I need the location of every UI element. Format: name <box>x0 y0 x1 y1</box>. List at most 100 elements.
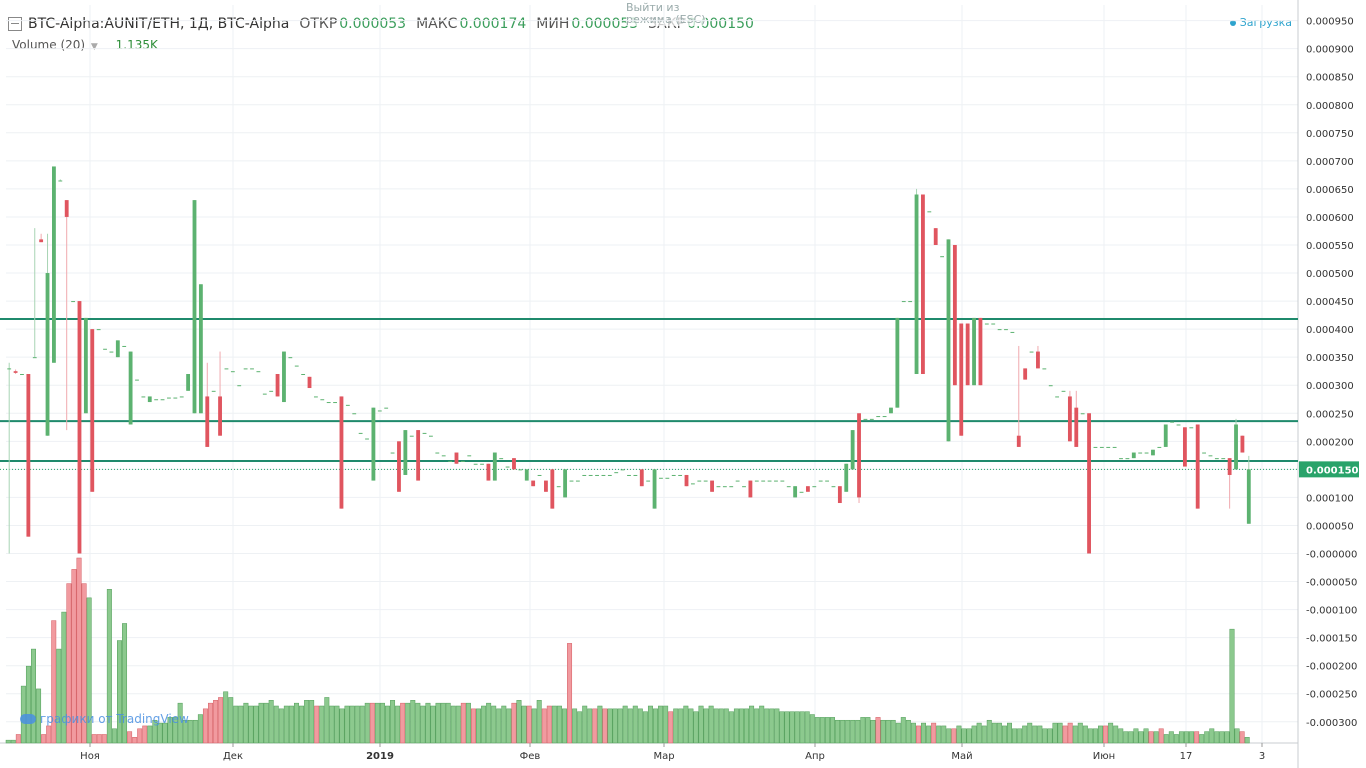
candle-body <box>952 244 957 386</box>
x-tick-label: Май <box>951 751 972 762</box>
volume-bar <box>1224 731 1230 744</box>
volume-bar <box>693 711 699 744</box>
volume-bar <box>1153 731 1159 744</box>
candle-body <box>1227 458 1232 475</box>
volume-bar <box>1103 725 1109 744</box>
current-price-label: 0.000150 <box>1306 465 1359 476</box>
candle-body <box>933 228 938 245</box>
chevron-down-icon[interactable]: ▼ <box>90 42 98 52</box>
candle-body <box>326 402 331 404</box>
candle-body <box>831 486 836 488</box>
volume-bar <box>1027 722 1033 744</box>
candle-body <box>1214 458 1219 460</box>
candle-body <box>965 323 970 386</box>
volume-bar <box>946 728 952 744</box>
volume-bar <box>875 717 881 744</box>
volume-bar <box>1229 628 1235 744</box>
candle-body <box>198 284 203 414</box>
candle-body <box>147 396 152 403</box>
candle-body <box>869 418 874 420</box>
volume-bar <box>728 711 734 744</box>
volume-bar <box>425 702 431 744</box>
volume-bar <box>799 711 805 744</box>
volume-bar <box>223 691 229 744</box>
volume-bar <box>455 705 461 744</box>
volume-bar <box>142 725 148 744</box>
candle-body <box>32 357 37 359</box>
volume-bar <box>1082 725 1088 744</box>
candle-body <box>454 452 459 464</box>
candle-body <box>844 463 849 492</box>
symbol-title[interactable]: BTC-Alpha:AUNIT/ETH, 1Д, BTC-Alpha <box>28 16 290 32</box>
volume-bar <box>779 711 785 744</box>
candle-body <box>1182 427 1187 467</box>
candle-body <box>13 371 18 373</box>
candle-body <box>1055 396 1060 398</box>
candle-body <box>1208 455 1213 457</box>
candle-body <box>978 317 983 386</box>
volume-bar <box>921 722 927 744</box>
volume-bar <box>46 725 52 744</box>
logo-text: графики от TradingView <box>40 712 189 726</box>
collapse-icon[interactable] <box>8 17 22 31</box>
volume-bar <box>152 719 158 744</box>
candle-body <box>352 413 357 415</box>
exit-fullscreen-hint[interactable]: Выйти из режима (ESC) <box>626 1 706 26</box>
candle-body <box>460 460 465 462</box>
volume-bar <box>501 705 507 744</box>
volume-bar <box>263 702 269 744</box>
volume-bar <box>1007 722 1012 744</box>
candle-body <box>269 390 274 392</box>
volume-bar <box>632 705 638 744</box>
volume-bar <box>678 708 684 744</box>
candle-body <box>45 273 50 436</box>
volume-bar <box>880 719 886 744</box>
y-tick-label: -0.000100 <box>1306 606 1357 617</box>
volume-bar <box>465 702 471 744</box>
volume-bar <box>521 705 527 744</box>
volume-bar <box>51 620 57 744</box>
candle-body <box>805 486 810 492</box>
candle-body <box>972 317 976 386</box>
volume-bar <box>243 702 249 744</box>
volume-bar <box>895 722 901 744</box>
candle-body <box>205 396 210 447</box>
volume-bar <box>1062 725 1068 744</box>
candle-body <box>537 474 542 476</box>
volume-bar <box>1138 731 1144 744</box>
volume-bar <box>31 648 36 744</box>
y-tick-label: 0.000750 <box>1306 129 1354 140</box>
y-tick-label: 0.000350 <box>1306 353 1354 364</box>
candle-body <box>837 486 842 504</box>
cloud-icon <box>20 714 36 724</box>
candle-body <box>959 323 964 436</box>
candle-body <box>1048 385 1053 387</box>
current-price-tag <box>1299 461 1359 478</box>
y-tick-label: 0.000600 <box>1306 213 1354 224</box>
candle-body <box>7 368 12 370</box>
candle-body <box>301 374 306 375</box>
volume-bar <box>971 725 977 744</box>
candle-body <box>282 351 286 403</box>
volume-bar <box>440 702 446 744</box>
candle-body <box>1125 458 1130 460</box>
volume-bar <box>1012 728 1018 744</box>
volume-bar <box>733 708 739 744</box>
candle-body <box>1234 424 1238 470</box>
volume-bar <box>172 717 178 744</box>
volume-bar <box>531 708 537 744</box>
y-tick-label: 0.000700 <box>1306 157 1354 168</box>
volume-bar <box>804 711 810 744</box>
volume-bar <box>132 737 138 744</box>
volume-bar <box>213 700 219 744</box>
candle-body <box>1144 452 1149 454</box>
volume-bar <box>830 717 835 744</box>
candle-body <box>1042 368 1047 370</box>
candle-body <box>416 430 421 481</box>
volume-bar <box>941 725 947 744</box>
tradingview-logo[interactable]: графики от TradingView <box>20 712 189 726</box>
volume-bar <box>76 557 82 744</box>
candle-body <box>825 480 829 482</box>
candle-body <box>850 430 855 470</box>
